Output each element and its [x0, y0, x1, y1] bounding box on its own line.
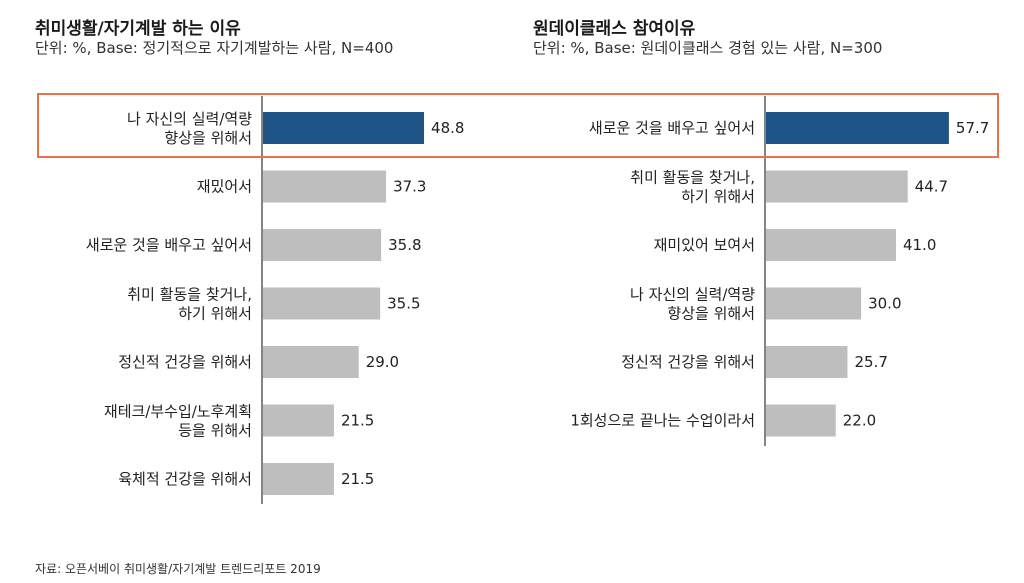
- right-value-label-4: 25.7: [854, 353, 887, 371]
- left-bar-0: [263, 112, 425, 144]
- right-bar-4: [766, 346, 848, 378]
- left-chart-subtitle: 단위: %, Base: 정기적으로 자기계발하는 사람, N=400: [35, 39, 394, 57]
- left-category-label-1: 재밌어서: [197, 178, 252, 196]
- right-value-label-1: 44.7: [915, 178, 948, 196]
- right-category-label-4: 정신적 건강을 위해서: [621, 353, 755, 371]
- left-bar-5: [263, 404, 334, 437]
- left-value-label-4: 29.0: [366, 353, 399, 371]
- left-chart-panel: 취미생활/자기계발 하는 이유 단위: %, Base: 정기적으로 자기계발하…: [35, 19, 464, 504]
- right-bar-3: [766, 287, 862, 320]
- left-value-label-0: 48.8: [431, 119, 464, 137]
- right-bar-1: [766, 170, 908, 203]
- right-value-label-2: 41.0: [903, 236, 936, 254]
- left-category-label-0: 나 자신의 실력/역량 향상을 위해서: [127, 110, 252, 147]
- left-value-label-2: 35.8: [388, 236, 421, 254]
- left-value-label-5: 21.5: [341, 412, 374, 430]
- left-bar-4: [263, 346, 359, 378]
- left-bar-3: [263, 287, 381, 320]
- right-category-label-1: 취미 활동을 찾거나, 하기 위해서: [630, 169, 755, 206]
- right-category-label-2: 재미있어 보여서: [654, 236, 755, 254]
- source-note: 자료: 오픈서베이 취미생활/자기계발 트렌드리포트 2019: [35, 562, 321, 576]
- left-value-label-1: 37.3: [393, 178, 426, 196]
- right-value-label-3: 30.0: [868, 295, 901, 313]
- right-value-label-0: 57.7: [956, 119, 989, 137]
- left-category-label-6: 육체적 건강을 위해서: [118, 470, 252, 488]
- left-bar-6: [263, 463, 334, 495]
- right-bar-5: [766, 404, 836, 437]
- left-category-label-4: 정신적 건강을 위해서: [118, 353, 252, 371]
- left-category-label-3: 취미 활동을 찾거나, 하기 위해서: [127, 286, 252, 323]
- right-bar-2: [766, 229, 896, 261]
- right-value-label-5: 22.0: [843, 412, 876, 430]
- right-chart-panel: 원데이클래스 참여이유 단위: %, Base: 원데이클래스 경험 있는 사람…: [520, 0, 1024, 583]
- right-bar-0: [766, 112, 949, 144]
- right-chart-title: 원데이클래스 참여이유: [533, 19, 696, 39]
- right-category-label-3: 나 자신의 실력/역량 향상을 위해서: [630, 286, 755, 323]
- left-value-label-3: 35.5: [387, 295, 420, 313]
- right-chart-subtitle: 단위: %, Base: 원데이클래스 경험 있는 사람, N=300: [533, 39, 883, 57]
- left-category-label-5: 재테크/부수입/노후계획 등을 위해서: [104, 403, 252, 440]
- highlight-box: [37, 93, 999, 158]
- left-category-label-2: 새로운 것을 배우고 싶어서: [86, 236, 252, 254]
- right-category-label-5: 1회성으로 끝나는 수업이라서: [570, 412, 755, 430]
- left-bar-2: [263, 229, 382, 261]
- right-bar-chart: 57.7 새로운 것을 배우고 싶어서 44.7 취미 활동을 찾거나, 하기 위해서 4…: [570, 96, 989, 446]
- left-bar-1: [263, 170, 387, 203]
- left-bar-chart: 48.8 나 자신의 실력/역량 향상을 위해서 37.3 재밌어서 35.8 새로운 것을…: [86, 96, 464, 504]
- left-value-label-6: 21.5: [341, 470, 374, 488]
- right-category-label-0: 새로운 것을 배우고 싶어서: [589, 119, 755, 137]
- left-chart-title: 취미생활/자기계발 하는 이유: [35, 19, 241, 39]
